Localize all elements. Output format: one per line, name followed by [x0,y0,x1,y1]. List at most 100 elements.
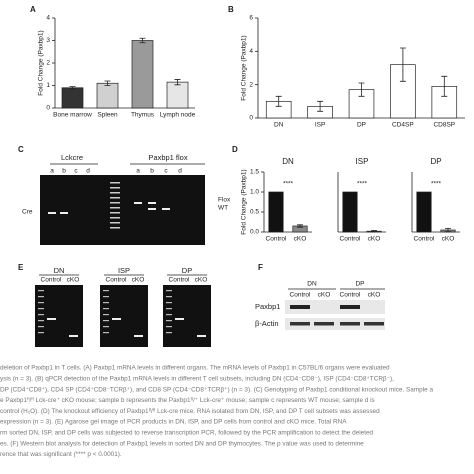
x-tick-label: cKO [294,236,307,243]
panel-label: F [258,263,263,272]
blot-actin [285,318,385,330]
x-tick-label: cKO [368,236,381,243]
bar [61,87,84,109]
lane-label: a [50,168,54,175]
error-bar [399,47,406,82]
y-tick-label: 4 [249,48,253,55]
gel-e-dp [163,285,211,347]
band [197,335,206,337]
caption-line: control (H₂O). (D) The knockout efficien… [0,408,380,415]
caption-line: expression (n = 3). (E) Agarose gel imag… [0,419,347,426]
gel-e-isp [100,285,148,347]
x-tick-label: DN [274,122,284,129]
band [162,208,170,210]
x-tick-label: CD8SP [433,122,455,129]
ladder-band [38,296,44,298]
x-tick-label: Bone marrow [53,112,92,119]
y-tick-label: 4 [46,15,50,22]
caption-line: deletion of Paxbp1 in T cells. (A) Paxbp… [0,365,390,372]
blot-band [364,322,384,326]
chart-title: DP [430,157,441,166]
gel-title: DP [182,266,192,275]
ladder-band [103,302,109,304]
y-tick-label: 0.0 [250,229,259,236]
panel-label: B [228,5,234,14]
ladder-band [103,290,109,292]
blot-paxbp1 [285,300,385,314]
annotation: **** [357,181,368,188]
error-bar [317,100,324,112]
caption-line: DP (CD4⁺CD8⁺), CD4 SP (CD4⁺CD8⁻TCRβ⁺), a… [0,386,433,393]
ladder-band [110,197,120,199]
bar [268,191,284,233]
blot-group: DN [307,281,317,288]
x-tick-label: DP [357,122,366,129]
ladder-band [110,202,120,204]
error-bar [297,224,303,228]
error-bar [445,228,451,232]
y-tick-label: 0 [249,115,253,122]
band-label: Flox [218,197,231,204]
band [48,212,56,214]
ladder-band [110,187,120,189]
panel-label: D [232,145,238,154]
y-tick-label: 3 [46,37,50,44]
x-tick-label: ISP [315,122,325,129]
bar [342,191,358,233]
x-tick-label: Lymph node [160,112,196,119]
x-tick-label: cKO [442,236,455,243]
ladder-band [110,222,120,224]
ladder-band [103,314,109,316]
lane-label: Control [106,277,128,284]
ladder-band [103,332,109,334]
lane-label: Control [290,292,312,299]
annotation: **** [431,181,442,188]
error-bar [441,75,448,97]
x-tick-label: CD4SP [392,122,414,129]
lane-label: c [74,168,78,175]
ladder-band [103,308,109,310]
ladder-band [38,332,44,334]
ladder-band [103,296,109,298]
lane-label: cKO [67,277,80,284]
ladder-band [110,227,120,229]
error-bar [174,79,181,86]
ladder-band [166,290,172,292]
lane-label: cKO [195,277,208,284]
lane-label: d [86,168,90,175]
lane-label: Control [41,277,63,284]
ladder-band [110,192,120,194]
gel-title: DN [54,266,65,275]
ladder-band [166,332,172,334]
band [134,202,142,204]
y-tick-label: 1.0 [250,189,259,196]
chart-title: ISP [356,157,369,166]
lane-label: b [62,168,66,175]
ladder-band [166,320,172,322]
blot-band [290,305,310,309]
band [148,208,156,210]
ladder-band [166,326,172,328]
y-axis-label: Fold Change (Paxbp1) [38,30,45,95]
bar [96,82,119,109]
gel-c [40,175,205,245]
caption-line: rm sorted DN, ISP, and DP cells was subj… [0,429,374,436]
blot-band [340,322,360,326]
blot-band [340,305,360,309]
panel-label: A [30,5,36,14]
band [112,318,121,320]
blot-band [314,322,334,326]
panel-label: E [18,263,24,272]
chart-title: DN [282,157,294,166]
panel-label: C [18,145,24,154]
ladder-band [166,314,172,316]
y-tick-label: 1 [46,82,50,89]
error-bar [69,86,76,90]
blot-group: DP [355,281,364,288]
y-tick-label: 0 [46,105,50,112]
ladder-band [110,207,120,209]
gel-title: ISP [118,266,130,275]
bar [131,40,154,109]
y-tick-label: 1.5 [250,169,259,176]
